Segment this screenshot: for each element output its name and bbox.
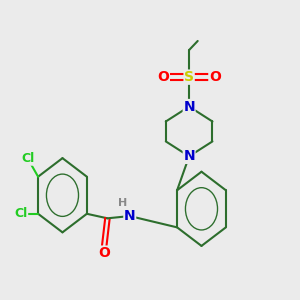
Text: N: N [124,209,136,223]
Text: Cl: Cl [21,152,34,165]
Text: N: N [183,149,195,163]
Text: O: O [209,70,221,84]
Text: Cl: Cl [14,207,28,220]
Text: H: H [118,198,127,208]
Text: O: O [98,246,110,260]
Text: S: S [184,70,194,84]
Text: N: N [183,100,195,114]
Text: O: O [158,70,169,84]
